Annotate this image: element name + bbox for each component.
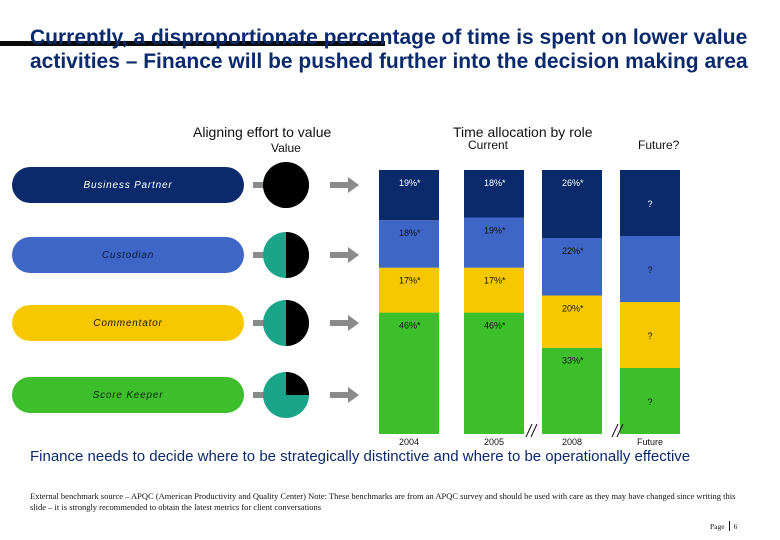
bar-data-label: 17%* [399, 276, 421, 286]
axis-break-mark [530, 423, 538, 438]
arrow-right-icon [330, 315, 359, 331]
bar-segment [464, 312, 524, 434]
bar-data-label: 46%* [399, 321, 421, 331]
bar-data-label: ? [647, 199, 652, 209]
page-label: Page [710, 521, 725, 531]
bar-segment [542, 238, 602, 296]
title-strike-bar [0, 41, 385, 46]
time-allocation-chart: 46%* 17%* 18%* 19%* 2004 46%* 17%* 19%* 18%* 2005… [379, 170, 680, 447]
pie-value-slice [286, 232, 309, 278]
bar-data-label: 46%* [484, 321, 506, 331]
bar-segment [620, 236, 680, 302]
bar-data-label: 18%* [484, 178, 506, 188]
bar-data-label: 19%* [399, 178, 421, 188]
value-pie-commentator [263, 300, 309, 346]
role-label: Commentator [93, 317, 163, 329]
bar-segment [379, 220, 439, 268]
pie-value-slice [286, 372, 309, 395]
page-value: 6 [733, 521, 738, 531]
arrow-right-icon [330, 177, 359, 193]
bar-segment [542, 347, 602, 434]
bar-segment [464, 170, 524, 218]
value-pie-score-keeper [263, 372, 309, 418]
bar-segment [542, 170, 602, 238]
role-business-partner: Business Partner [12, 167, 244, 203]
page-number: Page 6 [710, 521, 737, 531]
bar-data-label: 17%* [484, 276, 506, 286]
current-label: Current [468, 138, 509, 152]
pie-value-slice [286, 300, 309, 346]
bottom-statement: Finance needs to decide where to be stra… [30, 448, 691, 465]
role-label: Business Partner [83, 179, 173, 191]
axis-break-mark [611, 423, 619, 438]
x-tick-label: Future [637, 437, 663, 447]
left-panel-heading: Aligning effort to value [193, 124, 332, 140]
page-title: Currently, a disproportionate percentage… [30, 26, 748, 73]
arrow-right-icon [330, 387, 359, 403]
arrow-right-icon [330, 247, 359, 263]
bar-segment [464, 217, 524, 268]
bar-data-label: ? [647, 397, 652, 407]
role-score-keeper: Score Keeper [12, 377, 244, 413]
bar-data-label: 33%* [562, 356, 584, 366]
role-commentator: Commentator [12, 305, 244, 341]
axis-break-mark [616, 423, 624, 438]
bar-segment [620, 368, 680, 434]
future-label: Future? [638, 138, 680, 152]
bar-data-label: ? [647, 331, 652, 341]
value-pie-custodian [263, 232, 309, 278]
x-tick-label: 2004 [399, 437, 419, 447]
bar-data-label: 18%* [399, 228, 421, 238]
bar-segment [379, 312, 439, 434]
x-tick-label: 2008 [562, 437, 582, 447]
value-column-label: Value [271, 141, 301, 155]
axis-break-mark [525, 423, 533, 438]
bar-data-label: 19%* [484, 226, 506, 236]
bar-data-label: 20%* [562, 304, 584, 314]
role-label: Custodian [101, 249, 155, 261]
chart-title: Time allocation by role [453, 124, 593, 140]
pie-value-slice [262, 162, 309, 208]
bar-segment [542, 295, 602, 348]
bar-data-label: 22%* [562, 246, 584, 256]
bar-segment [464, 267, 524, 313]
footnote: External benchmark source – APQC (Americ… [30, 491, 736, 512]
bar-segment [379, 267, 439, 313]
value-pie-business-partner [262, 162, 309, 208]
x-tick-label: 2005 [484, 437, 504, 447]
bar-segment [379, 170, 439, 221]
bar-segment [620, 170, 680, 236]
role-label: Score Keeper [92, 389, 164, 401]
page-separator [728, 521, 730, 531]
role-custodian: Custodian [12, 237, 244, 273]
bar-segment [620, 302, 680, 368]
bar-data-label: ? [647, 265, 652, 275]
bar-data-label: 26%* [562, 178, 584, 188]
